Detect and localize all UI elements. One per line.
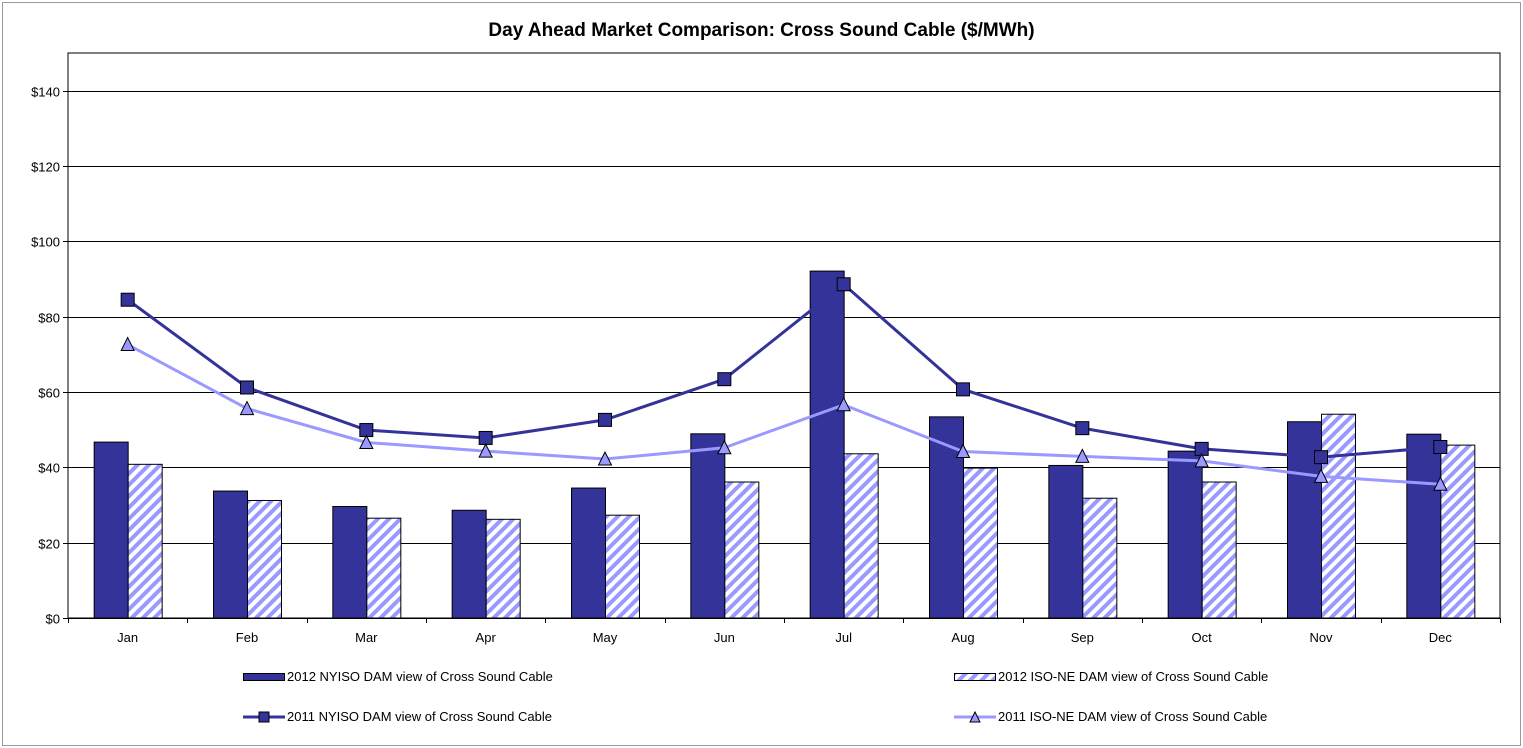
marker-square bbox=[956, 382, 970, 397]
x-tick-label: Feb bbox=[236, 630, 258, 645]
y-tick-label: $80 bbox=[38, 311, 60, 326]
x-tick-label: May bbox=[593, 630, 618, 645]
bar-isone-2012 bbox=[605, 514, 640, 619]
chart-title: Day Ahead Market Comparison: Cross Sound… bbox=[488, 20, 1035, 41]
legend-item-nyiso-2011: 2011 NYISO DAM view of Cross Sound Cable bbox=[243, 709, 552, 724]
bar-nyiso-2012 bbox=[451, 509, 487, 619]
bar-isone-2012 bbox=[1440, 444, 1476, 619]
bar-isone-2012 bbox=[963, 467, 998, 619]
bar-isone-2012 bbox=[247, 499, 282, 619]
marker-triangle bbox=[1075, 448, 1090, 463]
x-tick-label: Oct bbox=[1192, 630, 1213, 645]
x-tick-label: Sep bbox=[1071, 630, 1094, 645]
bar-nyiso-2012 bbox=[213, 490, 248, 619]
bar-isone-2012 bbox=[485, 518, 521, 619]
marker-triangle bbox=[955, 443, 971, 459]
x-tick-label: Jan bbox=[117, 630, 138, 645]
line-nyiso-2011 bbox=[126, 282, 1441, 459]
x-tick-label: Apr bbox=[476, 630, 497, 645]
x-tick-label: Aug bbox=[951, 630, 974, 645]
marker-square bbox=[598, 412, 612, 427]
marker-triangle bbox=[120, 336, 135, 352]
marker-square bbox=[1433, 439, 1448, 454]
marker-triangle bbox=[239, 400, 255, 416]
legend-swatch-hatched bbox=[954, 672, 996, 681]
x-tick-label: Jun bbox=[714, 630, 735, 645]
legend-item-nyiso-2012: 2012 NYISO DAM view of Cross Sound Cable bbox=[243, 669, 553, 684]
marker-triangle bbox=[836, 396, 851, 412]
marker-square bbox=[478, 430, 493, 445]
bar-isone-2012 bbox=[1082, 497, 1118, 619]
x-tick-label: Mar bbox=[355, 630, 378, 645]
bar-isone-2012 bbox=[127, 463, 163, 619]
bar-nyiso-2012 bbox=[571, 487, 606, 619]
y-tick-label: $100 bbox=[31, 235, 60, 250]
x-tick-label: Dec bbox=[1429, 630, 1453, 645]
marker-square bbox=[836, 277, 851, 292]
legend-item-isone-2011: 2011 ISO-NE DAM view of Cross Sound Cabl… bbox=[954, 709, 1267, 724]
legend-label: 2012 ISO-NE DAM view of Cross Sound Cabl… bbox=[998, 669, 1269, 684]
bar-isone-2012 bbox=[366, 517, 402, 619]
bar-nyiso-2012 bbox=[929, 416, 964, 619]
x-tick-label: Nov bbox=[1309, 630, 1333, 645]
marker-square bbox=[1314, 450, 1328, 465]
bar-nyiso-2012 bbox=[690, 433, 726, 619]
plot-border bbox=[67, 52, 1501, 619]
legend-swatch-line-square bbox=[243, 711, 285, 722]
marker-square bbox=[120, 292, 135, 307]
bar-nyiso-2012 bbox=[1048, 464, 1084, 619]
marker-triangle bbox=[1194, 452, 1209, 468]
legend-item-isone-2012: 2012 ISO-NE DAM view of Cross Sound Cabl… bbox=[954, 669, 1268, 684]
bar-isone-2012 bbox=[1201, 481, 1237, 619]
bar-isone-2012 bbox=[724, 481, 760, 619]
marker-triangle bbox=[717, 439, 732, 455]
bar-isone-2012 bbox=[843, 453, 879, 619]
marker-triangle bbox=[1433, 476, 1448, 491]
legend-label: 2012 NYISO DAM view of Cross Sound Cable bbox=[287, 669, 553, 684]
y-tick-label: $140 bbox=[31, 85, 60, 100]
marker-triangle bbox=[597, 450, 613, 466]
bar-nyiso-2012 bbox=[332, 506, 368, 619]
legend-label: 2011 NYISO DAM view of Cross Sound Cable bbox=[287, 709, 552, 724]
marker-triangle bbox=[478, 443, 493, 458]
marker-square bbox=[717, 372, 732, 387]
marker-square bbox=[240, 380, 254, 395]
y-tick-label: $0 bbox=[46, 612, 60, 627]
y-tick-label: $120 bbox=[31, 160, 60, 175]
legend-label: 2011 ISO-NE DAM view of Cross Sound Cabl… bbox=[998, 709, 1268, 724]
legend-swatch-line-triangle bbox=[954, 710, 996, 722]
marker-triangle bbox=[1313, 468, 1329, 483]
x-tick-label: Jul bbox=[835, 630, 852, 645]
y-tick-label: $20 bbox=[38, 537, 60, 552]
y-tick-label: $60 bbox=[38, 386, 60, 401]
bar-nyiso-2012 bbox=[1167, 450, 1203, 619]
line-isone-2011 bbox=[126, 343, 1441, 486]
bar-isone-2012 bbox=[1321, 413, 1356, 619]
marker-triangle bbox=[359, 434, 374, 449]
y-tick-label: $40 bbox=[38, 461, 60, 476]
marker-square bbox=[1075, 421, 1090, 436]
bar-nyiso-2012 bbox=[1406, 433, 1442, 619]
bar-nyiso-2012 bbox=[93, 441, 129, 619]
legend-swatch-solid bbox=[243, 672, 285, 681]
bar-nyiso-2012 bbox=[809, 270, 845, 619]
